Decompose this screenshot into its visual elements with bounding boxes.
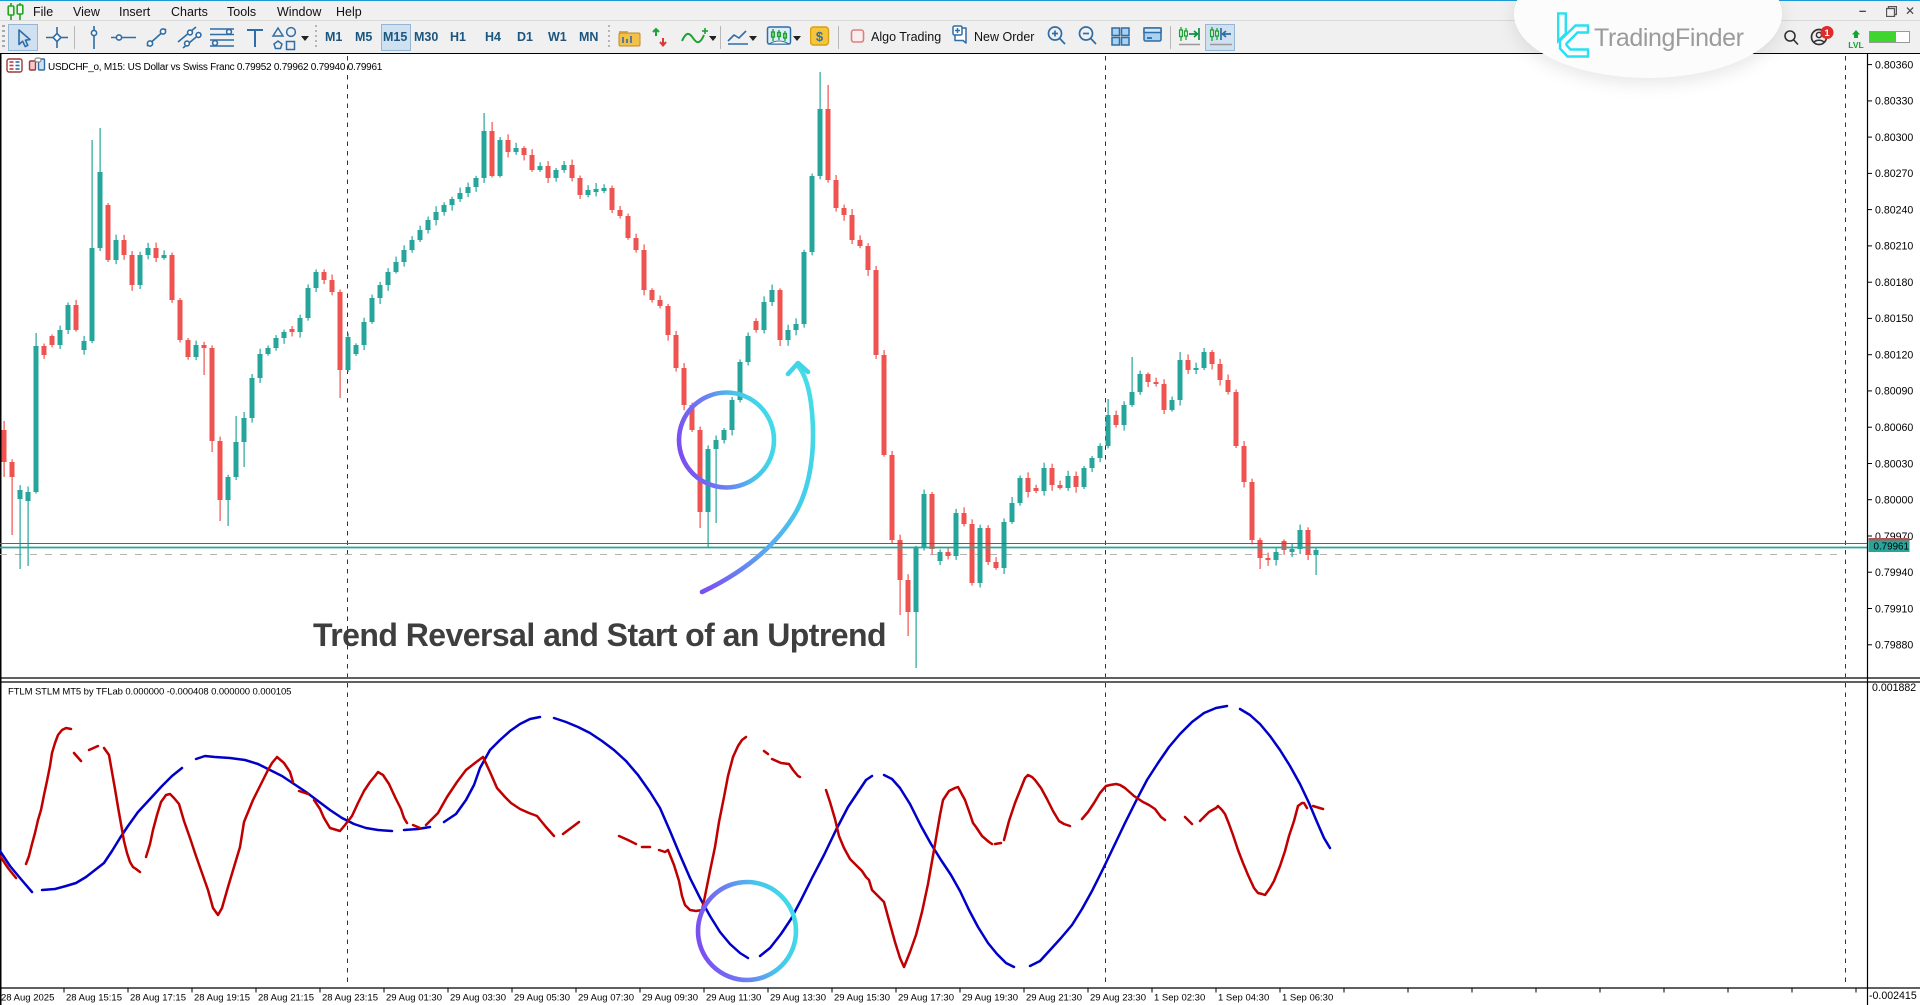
- svg-text:-0.002415: -0.002415: [1869, 990, 1917, 1002]
- svg-text:0.80150: 0.80150: [1875, 313, 1913, 325]
- svg-text:29 Aug 07:30: 29 Aug 07:30: [578, 993, 634, 1004]
- svg-text:29 Aug 17:30: 29 Aug 17:30: [898, 993, 954, 1004]
- svg-text:29 Aug 21:30: 29 Aug 21:30: [1026, 993, 1082, 1004]
- svg-text:0.80180: 0.80180: [1875, 277, 1913, 289]
- svg-text:FTLM STLM MT5 by TFLab 0.00000: FTLM STLM MT5 by TFLab 0.000000 -0.00040…: [8, 687, 291, 698]
- svg-text:LVL: LVL: [1848, 40, 1863, 50]
- svg-text:0.80060: 0.80060: [1875, 422, 1913, 434]
- svg-text:1 Sep 06:30: 1 Sep 06:30: [1282, 993, 1333, 1004]
- svg-text:29 Aug 11:30: 29 Aug 11:30: [706, 993, 761, 1004]
- svg-text:USDCHF_o, M15: US Dollar vs S: USDCHF_o, M15: US Dollar vs Swiss Franc …: [48, 62, 383, 73]
- svg-text:0.79880: 0.79880: [1875, 640, 1913, 652]
- svg-text:29 Aug 19:30: 29 Aug 19:30: [962, 993, 1018, 1004]
- svg-text:29 Aug 15:30: 29 Aug 15:30: [834, 993, 890, 1004]
- svg-text:0.80360: 0.80360: [1875, 59, 1913, 71]
- svg-text:28 Aug 2025: 28 Aug 2025: [1, 993, 54, 1004]
- svg-text:0.80120: 0.80120: [1875, 350, 1913, 362]
- svg-text:29 Aug 13:30: 29 Aug 13:30: [770, 993, 826, 1004]
- svg-text:$: $: [816, 29, 824, 44]
- svg-text:28 Aug 23:15: 28 Aug 23:15: [322, 993, 378, 1004]
- svg-text:0.001882: 0.001882: [1872, 682, 1916, 694]
- svg-text:0.80000: 0.80000: [1875, 495, 1913, 507]
- svg-text:1 Sep 02:30: 1 Sep 02:30: [1154, 993, 1205, 1004]
- svg-text:0.80240: 0.80240: [1875, 204, 1913, 216]
- svg-text:0.79940: 0.79940: [1875, 567, 1913, 579]
- svg-text:1: 1: [1824, 28, 1830, 39]
- svg-text:0.80330: 0.80330: [1875, 96, 1913, 108]
- svg-text:28 Aug 19:15: 28 Aug 19:15: [194, 993, 250, 1004]
- svg-text:0.80030: 0.80030: [1875, 458, 1913, 470]
- svg-text:29 Aug 05:30: 29 Aug 05:30: [514, 993, 570, 1004]
- svg-text:Trend Reversal and Start of an: Trend Reversal and Start of an Uptrend: [313, 617, 886, 653]
- svg-text:1 Sep 04:30: 1 Sep 04:30: [1218, 993, 1269, 1004]
- svg-text:0.80270: 0.80270: [1875, 168, 1913, 180]
- svg-text:0.79961: 0.79961: [1874, 542, 1909, 553]
- svg-text:0.79910: 0.79910: [1875, 603, 1913, 615]
- svg-text:28 Aug 21:15: 28 Aug 21:15: [258, 993, 314, 1004]
- svg-text:29 Aug 09:30: 29 Aug 09:30: [642, 993, 698, 1004]
- svg-text:29 Aug 01:30: 29 Aug 01:30: [386, 993, 442, 1004]
- svg-text:0.80090: 0.80090: [1875, 386, 1913, 398]
- svg-text:0.80300: 0.80300: [1875, 132, 1913, 144]
- svg-text:29 Aug 23:30: 29 Aug 23:30: [1090, 993, 1146, 1004]
- svg-text:0.80210: 0.80210: [1875, 241, 1913, 253]
- svg-text:28 Aug 17:15: 28 Aug 17:15: [130, 993, 186, 1004]
- svg-text:29 Aug 03:30: 29 Aug 03:30: [450, 993, 506, 1004]
- svg-text:28 Aug 15:15: 28 Aug 15:15: [66, 993, 122, 1004]
